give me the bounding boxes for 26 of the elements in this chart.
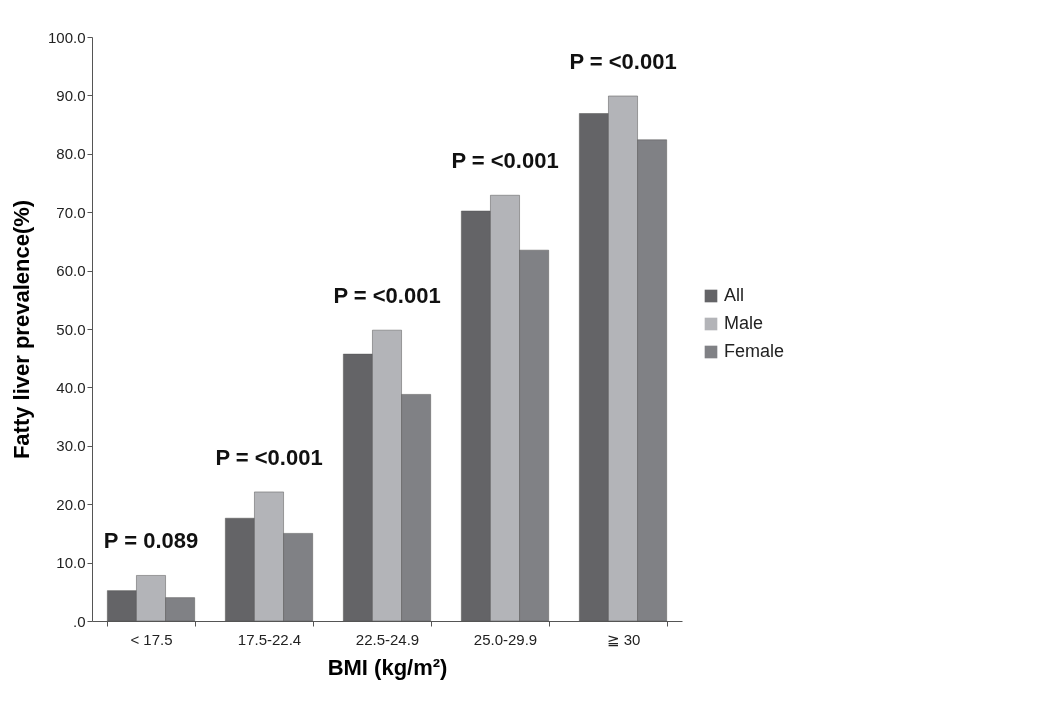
y-tick-label: 40.0 (56, 378, 86, 396)
annotation: P = <0.001 (333, 283, 441, 309)
x-tick-label: < 17.5 (130, 630, 173, 648)
y-tick-label: 100.0 (47, 28, 86, 46)
y-tick-label: .0 (72, 612, 86, 630)
legend-label: Male (724, 313, 764, 333)
x-axis-title: BMI (kg/m²) (327, 654, 448, 680)
annotation: P = <0.001 (451, 148, 559, 174)
y-tick-label: 80.0 (56, 145, 86, 163)
x-tick-label: 17.5-22.4 (237, 630, 302, 648)
y-tick-label: 90.0 (56, 86, 86, 104)
x-tick-label: 22.5-24.9 (355, 630, 420, 648)
y-tick-label: 50.0 (56, 320, 86, 338)
annotation: P = <0.001 (215, 444, 323, 470)
legend-label: All (724, 285, 745, 305)
y-tick-label: 30.0 (56, 437, 86, 455)
legend-label: Female (724, 341, 785, 361)
annotation: P = 0.089 (103, 528, 199, 554)
x-tick-label: 25.0-29.9 (473, 630, 538, 648)
y-tick-label: 20.0 (56, 495, 86, 513)
x-tick-label: ≧ 30 (606, 630, 641, 648)
y-tick-label: 10.0 (56, 554, 86, 572)
annotation: P = <0.001 (569, 48, 677, 74)
y-tick-label: 70.0 (56, 203, 86, 221)
y-tick-label: 60.0 (56, 262, 86, 280)
y-axis-title: Fatty liver prevalence(%) (8, 199, 34, 460)
